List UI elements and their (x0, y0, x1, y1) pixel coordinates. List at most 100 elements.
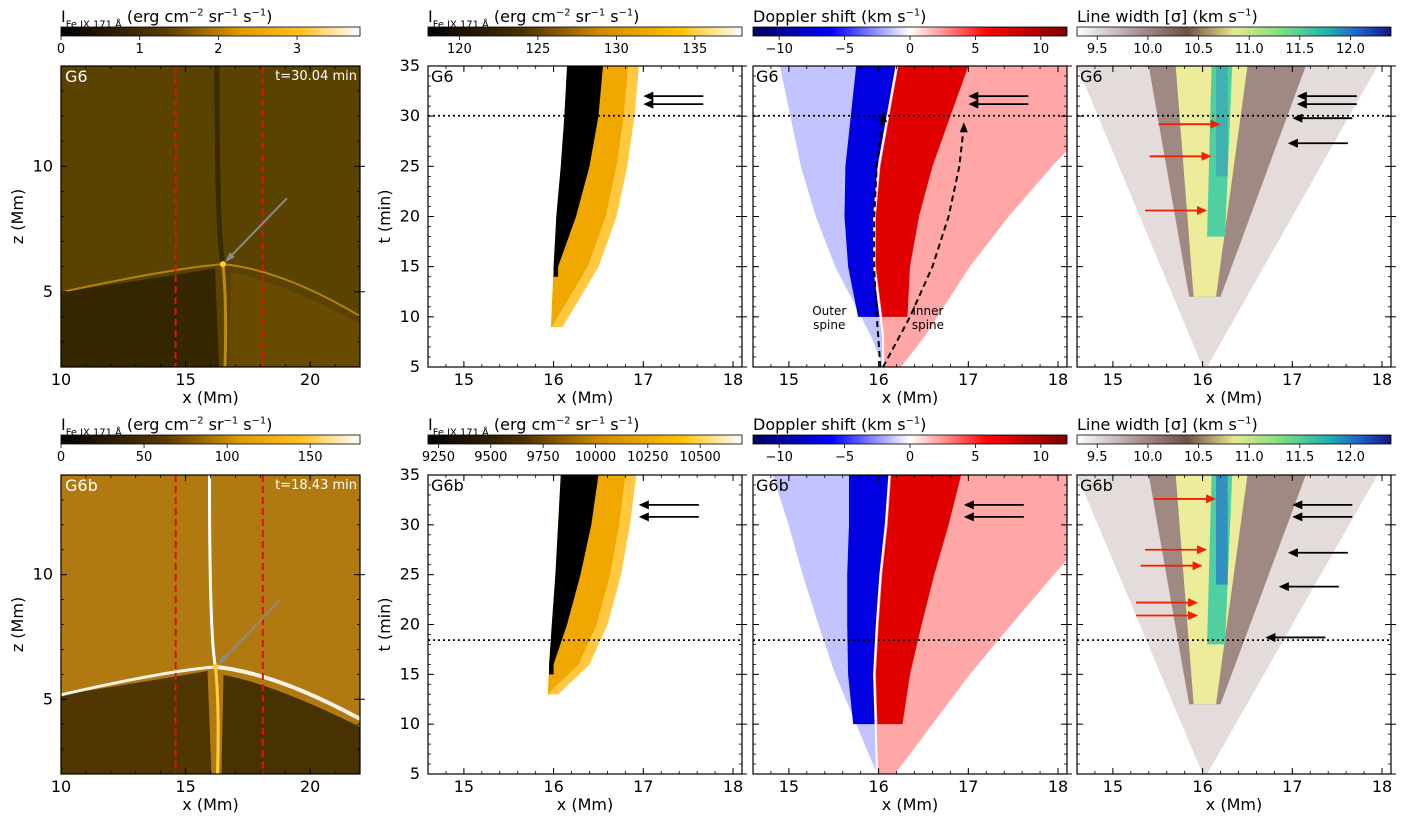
x-axis-label: x (Mm) (882, 795, 938, 814)
panels-layer: IFe IX 171 Å (erg cm−2 sr−1 s−1) 0 1 2 3 G6 t=… (8, 7, 1396, 814)
y-tick-label: 35 (400, 465, 420, 484)
map-image (61, 66, 360, 367)
colorbar-label: Line width [σ] (km s−1) (1077, 415, 1258, 434)
map-dark-region (61, 268, 219, 367)
colorbar-tick-label: 9500 (474, 450, 507, 465)
colorbar-tick-label: 10.5 (1184, 42, 1213, 57)
colorbar-tick-label: 11.5 (1285, 42, 1314, 57)
x-tick-label: 17 (958, 370, 978, 389)
map-lower-right (228, 272, 360, 367)
colorbar-tick-label: 10.0 (1133, 450, 1162, 465)
black-arrow-2-head (968, 99, 979, 109)
td-image (428, 66, 742, 367)
outer-spine-annotation: spine (813, 318, 845, 332)
x-tick-label: 16 (543, 777, 563, 796)
red-arrow-1-head (1210, 119, 1221, 129)
colorbar-label: IFe IX 171 Å (erg cm−2 sr−1 s−1) (61, 415, 272, 439)
y-tick-label: 5 (43, 689, 53, 708)
colorbar-tick-label: −5 (835, 450, 854, 465)
panel-label: G6 (756, 67, 779, 86)
pointer-arrow-head (224, 252, 235, 263)
black-arrow-2-head (638, 512, 649, 522)
separatrix-right (222, 263, 360, 318)
dark-strand (549, 475, 599, 675)
colorbar-tick-label: 0 (57, 42, 65, 57)
outer-spine-head (879, 112, 888, 123)
red-arrow-5-head (1188, 611, 1199, 621)
colorbar-tick-label: 10250 (627, 450, 668, 465)
colorbar-tick-label: 11.5 (1285, 450, 1314, 465)
y-tick-label: 10 (33, 156, 53, 175)
x-tick-label: 18 (723, 370, 743, 389)
x-tick-label: 15 (175, 777, 195, 796)
y-tick-label: 25 (400, 156, 420, 175)
separatrix-right (215, 664, 360, 721)
colorbar-tick-label: 9.5 (1087, 42, 1108, 57)
x-tick-label: 20 (300, 370, 320, 389)
x-tick-label: 18 (723, 777, 743, 796)
colorbar-tick-label: 10 (1033, 450, 1050, 465)
zero-shift-line (873, 475, 891, 774)
x-axis-label: x (Mm) (557, 795, 613, 814)
x-axis-label: x (Mm) (882, 388, 938, 407)
black-arrow-4-head (1278, 582, 1289, 592)
colorbar-tick-label: 120 (447, 42, 472, 57)
colorbar-tick-label: 10500 (679, 450, 720, 465)
x-tick-label: 18 (1372, 777, 1392, 796)
y-tick-label: 10 (33, 565, 53, 584)
outer-spine-annotation: Outer (812, 304, 846, 318)
x-tick-label: 17 (1282, 370, 1302, 389)
black-arrow-2-head (643, 99, 654, 109)
row-G6b: IFe IX 171 Å (erg cm−2 sr−1 s−1)0 50 100 15… (8, 415, 1396, 814)
y-axis-label: z (Mm) (8, 189, 27, 244)
colorbar-tick-label: −10 (765, 42, 792, 57)
x-tick-label: 15 (1103, 777, 1123, 796)
panel-label: G6b (65, 476, 98, 495)
colorbar-label: Line width [σ] (km s−1) (1077, 7, 1258, 26)
panel-label: G6 (1080, 67, 1103, 86)
pointer-arrow-head (217, 654, 228, 665)
width-green-core (1207, 66, 1233, 237)
panel-label: G6b (431, 476, 464, 495)
y-tick-label: 15 (400, 257, 420, 276)
separatrix-left (61, 665, 216, 697)
colorbar-tick-label: 50 (136, 450, 153, 465)
x-tick-label: 17 (1282, 777, 1302, 796)
panel-doppler-td: Doppler shift (km s−1) −10 −5 0 5 10 G6b 15 16 17… (752, 415, 1072, 814)
red-arrow-3-head (1197, 205, 1208, 215)
colorbar-tick-label: 10.5 (1184, 450, 1213, 465)
x-axis-label: x (Mm) (557, 388, 613, 407)
red-arrow-1-head (1206, 494, 1217, 504)
x-axis-label: x (Mm) (1206, 795, 1262, 814)
map-image (61, 475, 360, 774)
panel-intensity-td: IFe IX 171 Å (erg cm−2 sr−1 s−1) 120 125 13… (375, 7, 747, 407)
x-axis-label: x (Mm) (182, 388, 238, 407)
x-tick-label: 17 (958, 777, 978, 796)
colorbar-tick-label: 130 (604, 42, 629, 57)
colorbar-tick-label: 11.0 (1235, 42, 1264, 57)
panel-label: G6b (756, 476, 789, 495)
colorbar-tick-label: −10 (765, 450, 792, 465)
y-tick-label: 20 (400, 207, 420, 226)
null-point-blob (219, 261, 226, 268)
inner-spine-path (882, 126, 965, 367)
panel-intensity-td: IFe IX 171 Å (erg cm−2 sr−1 s−1) 9250 9500… (375, 415, 747, 814)
y-tick-label: 35 (400, 56, 420, 75)
colorbar-tick-label: 12.0 (1336, 42, 1365, 57)
colorbar-tick-label: −5 (835, 42, 854, 57)
map-lower-right (221, 674, 360, 774)
pointer-arrow-shaft (228, 197, 288, 259)
td-image (753, 475, 1067, 774)
colorbar-intensity_td (427, 26, 743, 37)
blueshift-core (847, 475, 890, 725)
width-blue-core (1216, 475, 1228, 585)
colorbar-tick-label: 125 (525, 42, 550, 57)
null-point-blob (212, 663, 219, 670)
black-arrow-3-head (1287, 548, 1298, 558)
black-arrow-2-head (1292, 512, 1303, 522)
x-tick-label: 17 (633, 370, 653, 389)
colorbar-tick-label: 9250 (422, 450, 455, 465)
spine-upper (214, 66, 226, 265)
colorbar-tick-label: 3 (293, 42, 301, 57)
